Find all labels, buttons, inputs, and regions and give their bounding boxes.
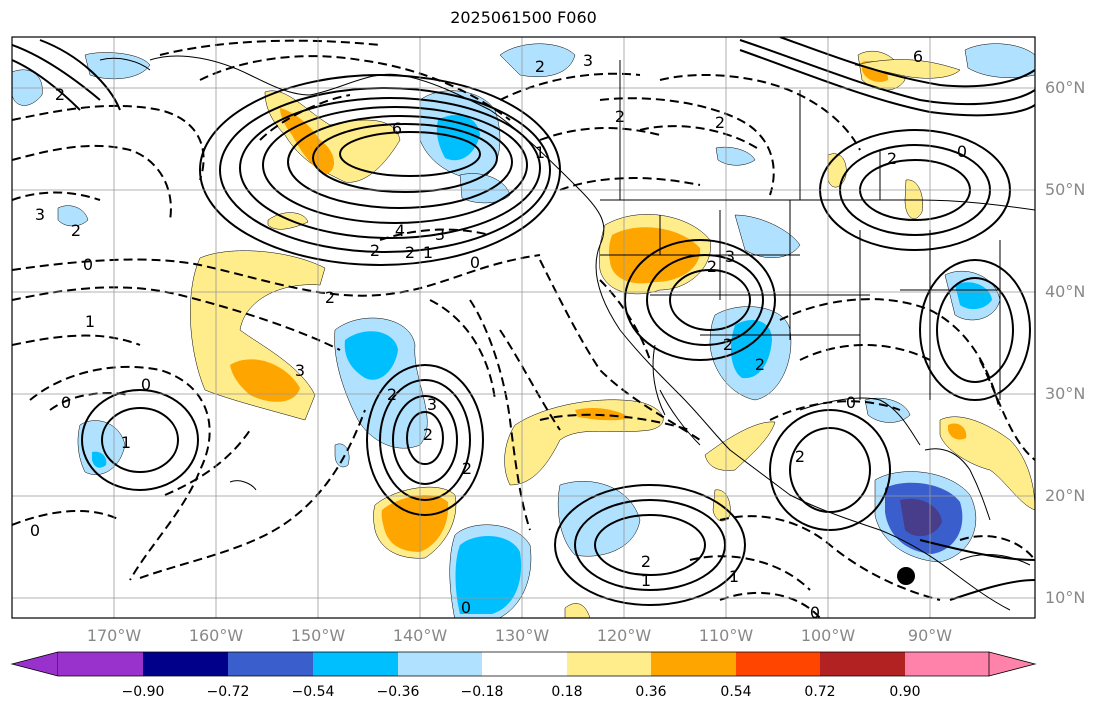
location-marker	[897, 567, 915, 585]
contour-label: 0	[30, 521, 40, 540]
contour-label: 0	[846, 393, 856, 412]
colorbar-swatch	[228, 652, 313, 676]
colorbar-swatch	[10, 651, 59, 677]
map-frame	[11, 36, 1036, 619]
contour-label: 2	[887, 149, 897, 168]
longitude-label: 170°W	[86, 626, 142, 645]
colorbar-swatch	[398, 652, 482, 676]
contour-label: 1	[641, 571, 651, 590]
contour-label: 6	[392, 119, 402, 138]
map-plot-area: 6 4 3 2 2 1 0 2 0 1 2 3 3 0 0 1 2 3 2 2 …	[12, 37, 1035, 622]
contour-label: 2	[615, 107, 625, 126]
contour-label: 0	[141, 375, 151, 394]
colorbar-swatch	[820, 652, 905, 676]
contour-label: 1	[121, 433, 131, 452]
longitude-label: 140°W	[392, 626, 448, 645]
contour-label: 2	[405, 243, 415, 262]
contour-label: 3	[427, 395, 437, 414]
contour-label: 4	[395, 221, 405, 240]
latitude-label: 30°N	[1045, 384, 1086, 403]
contour-label: 2	[55, 85, 65, 104]
contour-label: 3	[725, 247, 735, 266]
shading-positive	[190, 50, 1035, 618]
colorbar-tick-label: −0.54	[291, 684, 335, 700]
contour-label: 2	[723, 335, 733, 354]
contour-label: 2	[535, 57, 545, 76]
colorbar-swatch	[988, 651, 1037, 677]
colorbar-tick-label: 0.90	[889, 684, 921, 700]
colorbar-tick-label: −0.90	[121, 684, 165, 700]
colorbar-tick-label: −0.18	[460, 684, 504, 700]
contour-labels: 6 4 3 2 2 1 0 2 0 1 2 3 3 0 0 1 2 3 2 2 …	[30, 47, 967, 622]
longitude-label: 90°W	[907, 626, 953, 645]
map-title: 2025061500 F060	[450, 8, 597, 27]
contour-label: 0	[810, 603, 820, 622]
contour-label: 1	[85, 312, 95, 331]
contour-label: 2	[715, 113, 725, 132]
contour-label: 0	[461, 598, 471, 617]
contour-label: 2	[462, 459, 472, 478]
contour-label: 0	[61, 393, 71, 412]
colorbar-swatch	[736, 652, 820, 676]
latitude-label: 40°N	[1045, 282, 1086, 301]
contour-label: 2	[423, 425, 433, 444]
colorbar-swatch	[567, 652, 651, 676]
contour-label: 3	[435, 225, 445, 244]
colorbar-swatch	[905, 652, 989, 676]
latitude-label: 20°N	[1045, 486, 1086, 505]
contour-label: 0	[470, 253, 480, 272]
shading-negative	[12, 43, 1035, 618]
colorbar-swatch	[143, 652, 228, 676]
colorbar-swatch	[651, 652, 736, 676]
colorbar-tick-label: −0.72	[206, 684, 250, 700]
latitude-label: 60°N	[1045, 78, 1086, 97]
contour-label: 2	[325, 288, 335, 307]
contours-negative	[12, 39, 1035, 618]
colorbar-swatch	[313, 652, 398, 676]
colorbar-swatch	[58, 652, 143, 676]
contour-label: 1	[423, 243, 433, 262]
contour-label: 2	[795, 447, 805, 466]
contour-label: 1	[535, 143, 545, 162]
coastlines	[99, 55, 1035, 611]
latitude-label: 10°N	[1045, 588, 1086, 607]
contour-label: 2	[71, 221, 81, 240]
colorbar-tick-label: −0.36	[376, 684, 420, 700]
contour-label: 2	[387, 385, 397, 404]
contour-label: 2	[641, 552, 651, 571]
longitude-label: 100°W	[800, 626, 856, 645]
contour-label: 3	[295, 361, 305, 380]
colorbar-tick-label: 0.72	[804, 684, 836, 700]
longitude-label: 110°W	[698, 626, 754, 645]
contour-label: 2	[755, 355, 765, 374]
contour-label: 2	[707, 257, 717, 276]
colorbar-tick-label: 0.36	[635, 684, 667, 700]
contour-label: 0	[83, 255, 93, 274]
graticule	[12, 37, 1035, 618]
contour-label: 1	[729, 567, 739, 586]
contour-label: 3	[583, 51, 593, 70]
contour-label: 3	[35, 205, 45, 224]
longitude-label: 120°W	[596, 626, 652, 645]
colorbar-swatch	[482, 652, 567, 676]
contour-label: 2	[370, 241, 380, 260]
colorbar	[10, 651, 1037, 677]
longitude-label: 160°W	[188, 626, 244, 645]
longitude-label: 150°W	[290, 626, 346, 645]
colorbar-tick-label: 0.18	[551, 684, 583, 700]
colorbar-tick-label: 0.54	[720, 684, 752, 700]
contour-label: 0	[957, 142, 967, 161]
latitude-label: 50°N	[1045, 180, 1086, 199]
longitude-label: 130°W	[494, 626, 550, 645]
contour-label: 6	[913, 47, 923, 66]
